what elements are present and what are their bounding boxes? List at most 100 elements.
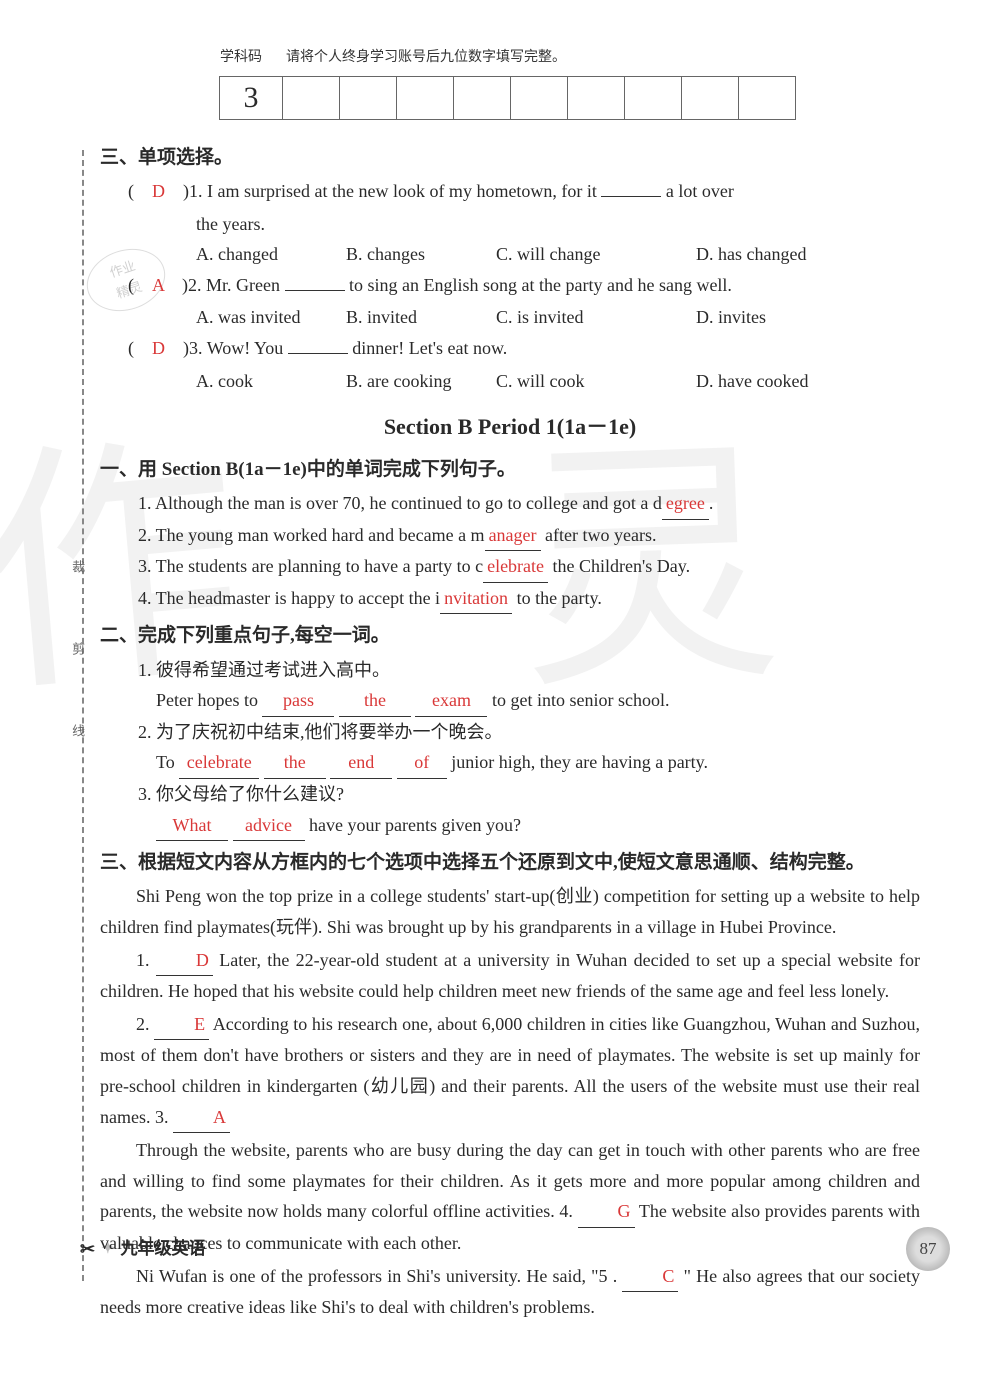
q3-1-line2: the years.	[196, 209, 920, 240]
p1-s2: 2. The young man worked hard and became …	[138, 520, 920, 552]
p2-q2-f4[interactable]: of	[397, 747, 447, 779]
q3-3-textb: dinner! Let's eat now.	[348, 338, 508, 358]
p1-s3b: the Children's Day.	[548, 556, 690, 576]
opt-b[interactable]: B. are cooking	[346, 366, 496, 397]
p2-q2-zh: 2. 为了庆祝初中结束,他们将要举办一个晚会。	[138, 717, 920, 748]
q3-3: ( D )3. Wow! You dinner! Let's eat now.	[128, 333, 920, 364]
p2-q2-en: To celebrate the end of junior high, the…	[156, 747, 920, 779]
p3-p4-fill[interactable]: G	[578, 1196, 635, 1228]
p3-p2a: 1.	[136, 950, 156, 970]
opt-c[interactable]: C. will cook	[496, 366, 696, 397]
opt-a[interactable]: A. cook	[196, 366, 346, 397]
q3-3-num: 3.	[189, 338, 203, 358]
p1-s1b: .	[709, 493, 714, 513]
q3-2-num: 2.	[188, 275, 202, 295]
opt-b[interactable]: B. changes	[346, 239, 496, 270]
p3-p5: Ni Wufan is one of the professors in Shi…	[100, 1261, 920, 1323]
opt-c[interactable]: C. is invited	[496, 302, 696, 333]
p2-q3-enb: have your parents given you?	[309, 815, 521, 835]
q3-1-answer: D	[152, 181, 165, 201]
code-box[interactable]	[738, 76, 796, 120]
p1-s2-fill[interactable]: anager	[485, 520, 541, 552]
blank[interactable]	[285, 290, 345, 291]
code-label: 学科码	[220, 46, 262, 70]
p2-q2-ena: To	[156, 752, 179, 772]
p2-q1-enb: to get into senior school.	[492, 690, 669, 710]
q3-2-answer: A	[152, 275, 164, 295]
opt-a[interactable]: A. changed	[196, 239, 346, 270]
p2-q3-f2[interactable]: advice	[233, 810, 305, 842]
p2-q3-zh: 3. 你父母给了你什么建议?	[138, 779, 920, 810]
opt-d[interactable]: D. has changed	[696, 239, 846, 270]
q3-2-texta: Mr. Green	[206, 275, 284, 295]
worksheet-content: 学科码 请将个人终身学习账号后九位数字填写完整。 3 三、单项选择。 ( D )…	[0, 0, 1000, 1323]
p3-p1: Shi Peng won the top prize in a college …	[100, 881, 920, 942]
p3-p4: Through the website, parents who are bus…	[100, 1135, 920, 1258]
q3-2-options: A. was invited B. invited C. is invited …	[196, 302, 920, 333]
p3-p3-fill[interactable]: E	[154, 1009, 209, 1041]
q3-1: ( D )1. I am surprised at the new look o…	[128, 176, 920, 207]
p1-s3: 3. The students are planning to have a p…	[138, 551, 920, 583]
q3-1-textb: a lot over	[661, 181, 733, 201]
blank[interactable]	[288, 353, 348, 354]
q3-1-options: A. changed B. changes C. will change D. …	[196, 239, 920, 270]
header-instruction: 请将个人终身学习账号后九位数字填写完整。	[286, 46, 566, 70]
code-box[interactable]	[339, 76, 397, 120]
p3-p5-fill[interactable]: C	[622, 1261, 678, 1293]
p1-s1-fill[interactable]: egree	[662, 488, 709, 520]
p2-q2-enb: junior high, they are having a party.	[451, 752, 708, 772]
p3-p2b: Later, the 22-year-old student at a univ…	[100, 950, 920, 1002]
p1-s2b: after two years.	[541, 525, 657, 545]
p2-q1-zh: 1. 彼得希望通过考试进入高中。	[138, 655, 920, 686]
q3-3-texta: Wow! You	[207, 338, 288, 358]
part2-title: 二、完成下列重点句子,每空一词。	[100, 620, 920, 652]
blank[interactable]	[601, 196, 661, 197]
opt-a[interactable]: A. was invited	[196, 302, 346, 333]
p3-p3-fill2[interactable]: A	[173, 1102, 230, 1134]
p3-p3a: 2.	[136, 1014, 154, 1034]
q3-1-num: 1.	[189, 181, 203, 201]
q3-2: ( A )2. Mr. Green to sing an English son…	[128, 270, 920, 301]
code-box[interactable]	[681, 76, 739, 120]
code-box[interactable]	[453, 76, 511, 120]
opt-c[interactable]: C. will change	[496, 239, 696, 270]
code-box[interactable]	[396, 76, 454, 120]
p3-p3: 2. E According to his research one, abou…	[100, 1009, 920, 1133]
p2-q2-f3[interactable]: end	[330, 747, 392, 779]
opt-b[interactable]: B. invited	[346, 302, 496, 333]
section3-title: 三、单项选择。	[100, 142, 920, 174]
p1-s4a: 4. The headmaster is happy to accept the…	[138, 588, 440, 608]
p1-s4-fill[interactable]: nvitation	[440, 583, 512, 615]
q3-2-textb: to sing an English song at the party and…	[345, 275, 732, 295]
code-box[interactable]	[510, 76, 568, 120]
header-row: 学科码 请将个人终身学习账号后九位数字填写完整。	[100, 46, 920, 70]
p2-q1-f3[interactable]: exam	[415, 685, 487, 717]
p2-q1-f1[interactable]: pass	[262, 685, 334, 717]
p3-p2-fill[interactable]: D	[156, 945, 213, 977]
code-boxes: 3	[220, 76, 920, 120]
code-box[interactable]	[282, 76, 340, 120]
p2-q3-f1[interactable]: What	[156, 810, 228, 842]
q3-3-options: A. cook B. are cooking C. will cook D. h…	[196, 366, 920, 397]
p2-q2-f1[interactable]: celebrate	[179, 747, 259, 779]
p1-s3-fill[interactable]: elebrate	[483, 551, 548, 583]
p2-q1-en: Peter hopes to pass the exam to get into…	[156, 685, 920, 717]
p1-s1: 1. Although the man is over 70, he conti…	[138, 488, 920, 520]
part3-title: 三、根据短文内容从方框内的七个选项中选择五个还原到文中,使短文意思通顺、结构完整…	[100, 847, 920, 879]
p2-q3-en: What advice have your parents given you?	[156, 810, 920, 842]
part1-title: 一、用 Section B(1a－1e)中的单词完成下列句子。	[100, 454, 920, 486]
code-box[interactable]	[624, 76, 682, 120]
section-b-heading: Section B Period 1(1a－1e)	[100, 408, 920, 445]
code-box[interactable]	[567, 76, 625, 120]
p3-p5a: Ni Wufan is one of the professors in Shi…	[136, 1266, 622, 1286]
opt-d[interactable]: D. have cooked	[696, 366, 846, 397]
p2-q1-ena: Peter hopes to	[156, 690, 262, 710]
p2-q2-f2[interactable]: the	[264, 747, 326, 779]
p2-q1-f2[interactable]: the	[339, 685, 411, 717]
p1-s1a: 1. Although the man is over 70, he conti…	[138, 493, 662, 513]
p1-s2a: 2. The young man worked hard and became …	[138, 525, 485, 545]
code-box-first[interactable]: 3	[219, 76, 283, 120]
q3-1-texta: I am surprised at the new look of my hom…	[207, 181, 601, 201]
p1-s4: 4. The headmaster is happy to accept the…	[138, 583, 920, 615]
opt-d[interactable]: D. invites	[696, 302, 846, 333]
